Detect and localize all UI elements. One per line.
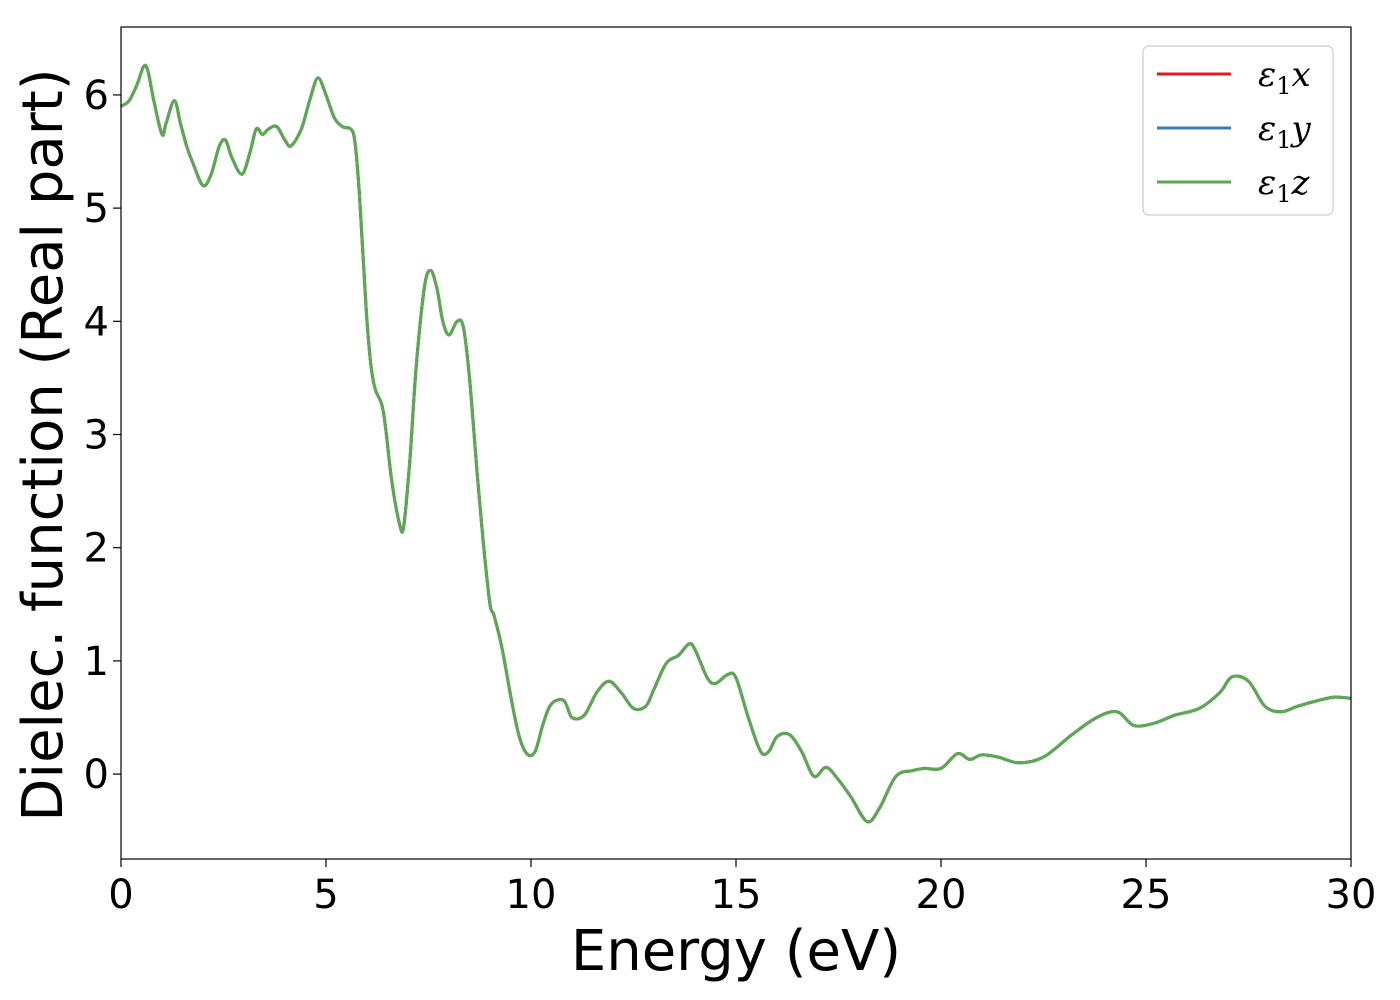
x-tick-label: 25 [1121,872,1172,918]
y-tick-label: 4 [84,299,109,345]
y-tick-label: 0 [84,752,109,798]
legend-label: ε1z [1258,163,1311,208]
y-tick-label: 2 [84,526,109,572]
x-tick-label: 15 [711,872,762,918]
y-axis-title: Dielec. function (Real part) [11,68,76,821]
x-tick-label: 20 [916,872,967,918]
series-line-z [120,63,1352,824]
series-lines [120,63,1352,824]
axis-ticks: 0 5 10 15 20 25 30 0 1 2 3 4 5 6 [84,73,1377,918]
x-tick-label: 30 [1326,872,1377,918]
legend: ε1x ε1y ε1z [1142,45,1334,216]
legend-label: ε1x [1258,55,1311,100]
x-tick-label: 10 [506,872,557,918]
legend-label: ε1y [1258,109,1312,154]
x-tick-label: 5 [313,872,338,918]
plot-frame [120,26,1352,860]
y-tick-label: 1 [84,639,109,685]
legend-box [1142,45,1334,216]
x-tick-label: 0 [108,872,133,918]
y-tick-label: 6 [84,73,109,119]
x-axis-title: Energy (eV) [571,919,901,984]
y-tick-label: 5 [84,186,109,232]
y-tick-label: 3 [84,413,109,459]
